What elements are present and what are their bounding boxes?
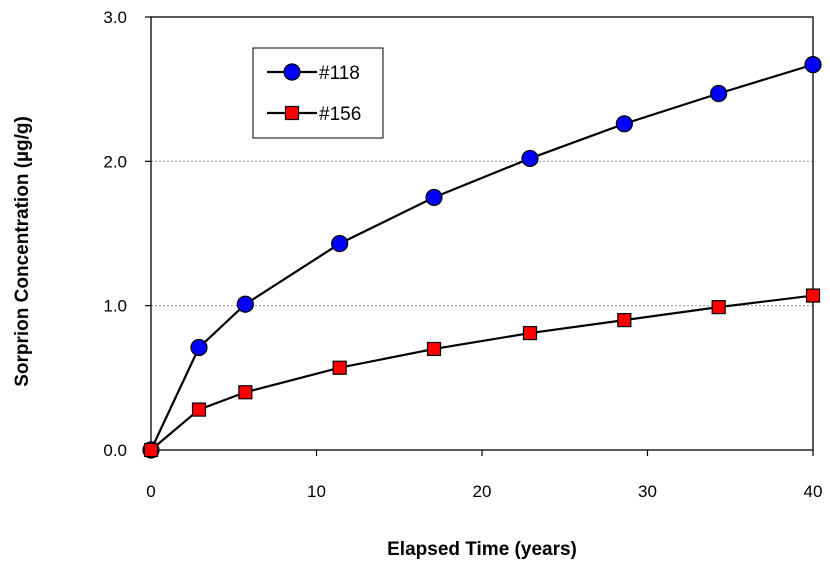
series-2-point [522, 325, 538, 341]
x-tick-label: 10 [307, 482, 326, 501]
series-2 [143, 288, 821, 458]
series-2-point [332, 360, 347, 375]
series-1-point [710, 84, 728, 103]
y-axis-title: Sorprion Concentration (µg/g) [12, 116, 33, 387]
series-1-point [804, 56, 822, 74]
legend-label: #118 [319, 63, 360, 84]
series-2-point [191, 402, 207, 417]
plot-area [150, 16, 814, 451]
x-tick-label: 0 [146, 482, 155, 501]
legend-point [283, 63, 301, 81]
series-1-point [425, 188, 443, 207]
series-group [142, 56, 822, 459]
y-tick-label: 1.0 [103, 297, 127, 316]
axis-ticks: 0 10 20 30 40 0.0 1.0 2.0 3.0 [103, 8, 822, 501]
series-1-point [331, 235, 349, 253]
series-2-point [143, 442, 159, 458]
y-tick-label: 2.0 [103, 152, 127, 171]
series-1-point [236, 295, 254, 313]
x-tick-label: 30 [638, 482, 657, 501]
series-2-point [711, 300, 726, 315]
series-line [150, 294, 814, 451]
y-tick-label: 0.0 [103, 441, 127, 460]
x-tick-label: 40 [804, 482, 823, 501]
x-axis-title: Elapsed Time (years) [387, 539, 577, 560]
series-1-point [615, 115, 633, 133]
legend: #118 #156 [252, 47, 384, 139]
legend-box [252, 47, 384, 139]
series-2-point [238, 385, 253, 400]
legend-item: #156 [267, 104, 361, 125]
series-2-point [617, 313, 632, 328]
series-2-point [426, 341, 442, 357]
grid-lines [151, 160, 813, 307]
series-1-point [521, 149, 539, 168]
legend-point [284, 105, 300, 121]
legend-item: #118 [267, 63, 360, 84]
series-2-point [805, 288, 821, 303]
series-1-point [190, 338, 208, 357]
y-tick-label: 3.0 [103, 8, 127, 27]
x-tick-label: 20 [473, 482, 492, 501]
legend-label: #156 [319, 104, 361, 125]
